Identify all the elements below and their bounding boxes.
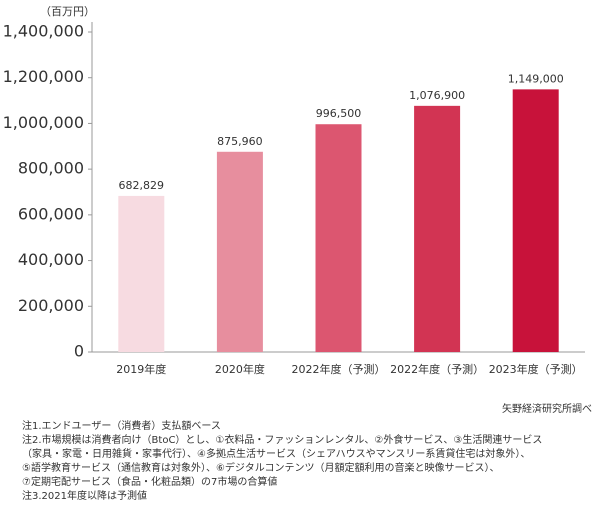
note: 注2.市場規模は消費者向け（BtoC）とし、①衣料品・ファッションレンタル、②外… — [22, 433, 542, 446]
bar — [512, 89, 559, 352]
y-tick-label: 1,000,000 — [3, 113, 84, 132]
value-label: 682,829 — [119, 179, 165, 192]
x-tick-label: 2020年度 — [215, 362, 265, 376]
x-tick-label: 2022年度（予測） — [292, 362, 386, 376]
bar — [414, 105, 461, 352]
value-label: 1,149,000 — [508, 72, 564, 85]
x-tick-label: 2019年度 — [116, 362, 166, 376]
bar — [315, 124, 362, 352]
x-tick-label: 2023年度（予測） — [489, 362, 583, 376]
unit-label: （百万円） — [40, 5, 95, 18]
source: 矢野経済研究所調べ — [502, 402, 592, 415]
note: （家具・家電・日用雑貨・家事代行）、④多拠点生活サービス（シェアハウスやマンスリ… — [22, 447, 530, 460]
value-label: 996,500 — [316, 107, 362, 120]
note: ⑤語学教育サービス（通信教育は対象外）、⑥デジタルコンテンツ（月額定額利用の音楽… — [22, 461, 500, 474]
bar — [118, 195, 165, 352]
x-tick-label: 2022年度（予測） — [390, 362, 484, 376]
value-label: 1,076,900 — [409, 89, 465, 102]
y-tick-label: 400,000 — [18, 250, 84, 269]
y-tick-label: 600,000 — [18, 204, 84, 223]
y-tick-label: 800,000 — [18, 159, 84, 178]
note: 注3.2021年度以降は予測値 — [22, 489, 147, 502]
y-tick-label: 1,200,000 — [3, 67, 84, 86]
note: 注1.エンドユーザー（消費者）支払額ベース — [22, 419, 221, 432]
y-tick-label: 0 — [74, 342, 84, 361]
note: ⑦定期宅配サービス（食品・化粧品類）の7市場の合算値 — [22, 475, 277, 488]
value-label: 875,960 — [217, 135, 263, 148]
y-tick-label: 200,000 — [18, 296, 84, 315]
y-tick-label: 1,400,000 — [3, 22, 84, 41]
bar — [216, 151, 263, 352]
